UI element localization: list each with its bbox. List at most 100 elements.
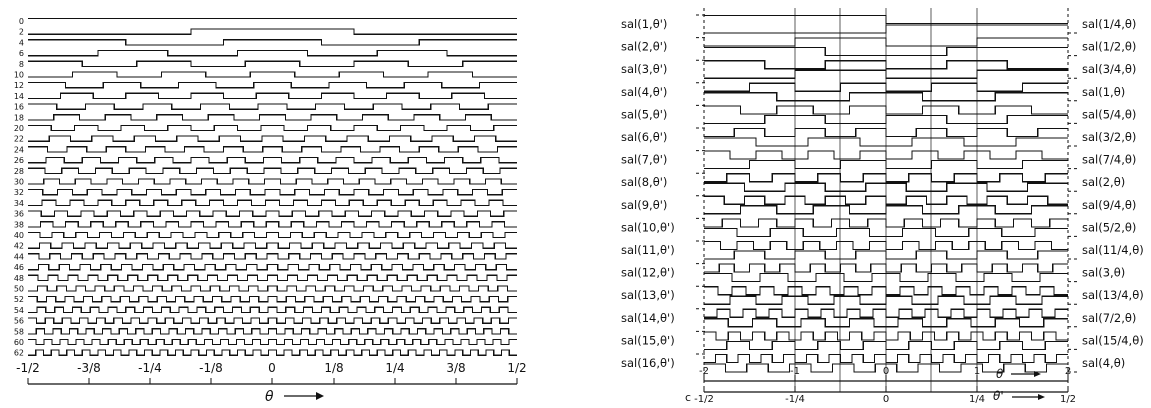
left-wave-22	[28, 135, 517, 142]
left-wave-12	[28, 82, 517, 89]
sal-right-label: sal(3/4,θ)	[1082, 62, 1136, 76]
left-x-axis-arrow	[284, 392, 324, 400]
left-wave-6	[28, 49, 517, 57]
left-wave-8	[28, 60, 517, 67]
theta-prime-axis-label: θ'	[993, 389, 1004, 403]
left-row-label: 26	[14, 156, 24, 165]
left-wave-30	[28, 178, 517, 185]
left-x-axis-label: θ	[265, 389, 274, 403]
left-wave-18	[28, 114, 517, 121]
left-row-label: 4	[19, 38, 24, 47]
left-wave-32	[28, 189, 517, 196]
left-row-label: 2	[19, 28, 24, 37]
sal-theta-wave	[704, 47, 1068, 57]
sal-theta-prime-wave	[704, 331, 1068, 341]
left-wave-34	[28, 199, 517, 207]
sal-left-label: sal(2,θ')	[621, 40, 667, 54]
left-row-label: 20	[14, 124, 24, 133]
theta-tick-label: -2	[699, 366, 709, 377]
left-wave-46	[28, 263, 517, 271]
left-wave-58	[28, 328, 517, 335]
sal-theta-prime-wave	[704, 263, 1068, 273]
left-wave-14	[28, 92, 517, 100]
sal-theta-wave	[704, 182, 1068, 192]
sal-right-label: sal(13/4,θ)	[1082, 288, 1144, 302]
sal-right-label: sal(1,θ)	[1082, 85, 1125, 99]
left-row-label: 14	[14, 92, 24, 101]
sal-theta-prime-wave	[704, 240, 1068, 251]
left-wave-28	[28, 167, 517, 174]
sal-left-label: sal(14,θ')	[621, 311, 675, 325]
left-x-tick-label: -1/4	[138, 361, 162, 375]
left-x-ticks: -1/2 -3/8 -1/4 -1/8 0 1/8 1/4 3/8 1/2	[16, 361, 527, 384]
left-x-tick-label: -1/2	[16, 361, 40, 375]
sal-theta-wave	[704, 137, 1068, 147]
sal-theta-wave	[704, 250, 1068, 260]
left-row-label: 16	[14, 103, 24, 112]
sal-left-label: sal(15,θ')	[621, 333, 675, 347]
left-wave-24	[28, 146, 517, 153]
sal-theta-prime-wave	[704, 60, 1068, 70]
sal-left-label: sal(9,θ')	[621, 198, 667, 212]
theta-prime-ticks: -1/2 -1/4 0 1/4 1/2	[694, 386, 1076, 405]
sal-theta-wave	[704, 69, 1068, 79]
theta-ticks: -2 -1 0 1 2	[699, 366, 1071, 381]
sal-right-label: sal(3,θ)	[1082, 266, 1125, 280]
theta-prime-tick-label: 0	[883, 394, 889, 403]
left-wave-4	[28, 39, 517, 46]
sal-theta-prime-wave	[704, 127, 1068, 138]
left-row-label: 60	[14, 338, 24, 347]
left-wave-40	[28, 231, 517, 239]
theta-tick-label: 0	[883, 366, 889, 377]
sal-theta-prime-wave	[704, 82, 1068, 92]
theta-axis-label: θ	[996, 367, 1004, 381]
left-wave-54	[28, 306, 517, 314]
sal-theta-prime-wave	[704, 218, 1068, 228]
left-panel: 0246810121416182022242628303234363840424…	[14, 17, 527, 405]
sal-theta-prime-wave	[704, 173, 1068, 183]
sal-theta-prime-wave	[704, 308, 1068, 318]
left-row-label: 30	[14, 178, 24, 187]
left-wave-36	[28, 210, 517, 217]
sal-theta-wave	[704, 318, 1068, 328]
theta-prime-tick-label: -1/4	[785, 394, 805, 403]
sal-right-label: sal(5/4,θ)	[1082, 107, 1136, 121]
left-row-label: 38	[14, 220, 24, 229]
sal-right-label: sal(1/2,θ)	[1082, 40, 1136, 54]
right-panel: sal(1,θ') sal(2,θ') sal(3,θ') sal(4,θ') sal(…	[621, 8, 1144, 405]
theta-prime-tick-label: 1/4	[969, 394, 985, 403]
left-x-tick-label: 0	[268, 361, 276, 375]
left-row-label: 10	[14, 71, 24, 80]
left-row-label: 8	[19, 60, 24, 69]
theta-prime-tick-label: 1/2	[1060, 394, 1076, 403]
sal-theta-prime-wave	[704, 37, 1068, 47]
sal-theta-prime-wave	[704, 195, 1068, 205]
right-left-labels: sal(1,θ') sal(2,θ') sal(3,θ') sal(4,θ') sal(…	[621, 17, 675, 370]
sal-left-label: sal(12,θ')	[621, 266, 675, 280]
left-wave-26	[28, 156, 517, 164]
right-waves	[696, 14, 1080, 373]
left-row-label: 54	[14, 306, 24, 315]
theta-prime-tick-label: -1/2	[694, 394, 714, 403]
left-waves	[28, 17, 517, 356]
left-row-label: 28	[14, 167, 24, 176]
sal-theta-wave	[704, 295, 1068, 305]
left-row-label: 36	[14, 210, 24, 219]
sal-right-label: sal(4,θ)	[1082, 356, 1125, 370]
sal-right-label: sal(5/2,θ)	[1082, 220, 1136, 234]
right-right-labels: sal(1/4,θ) sal(1/2,θ) sal(3/4,θ) sal(1,θ) sa…	[1082, 17, 1144, 370]
left-row-label: 62	[14, 349, 24, 358]
left-wave-20	[28, 124, 517, 132]
theta-tick-label: 2	[1065, 366, 1071, 377]
left-row-label: 56	[14, 317, 24, 326]
sal-theta-wave	[704, 227, 1068, 237]
left-row-label: 18	[14, 113, 24, 122]
left-row-label: 46	[14, 263, 24, 272]
sal-right-label: sal(7/4,θ)	[1082, 153, 1136, 167]
theta-tick-label: -1	[790, 366, 800, 377]
sal-left-label: sal(5,θ')	[621, 107, 667, 121]
theta-axis-arrow	[1011, 371, 1041, 377]
sal-right-label: sal(2,θ)	[1082, 175, 1125, 189]
left-wave-52	[28, 296, 517, 303]
